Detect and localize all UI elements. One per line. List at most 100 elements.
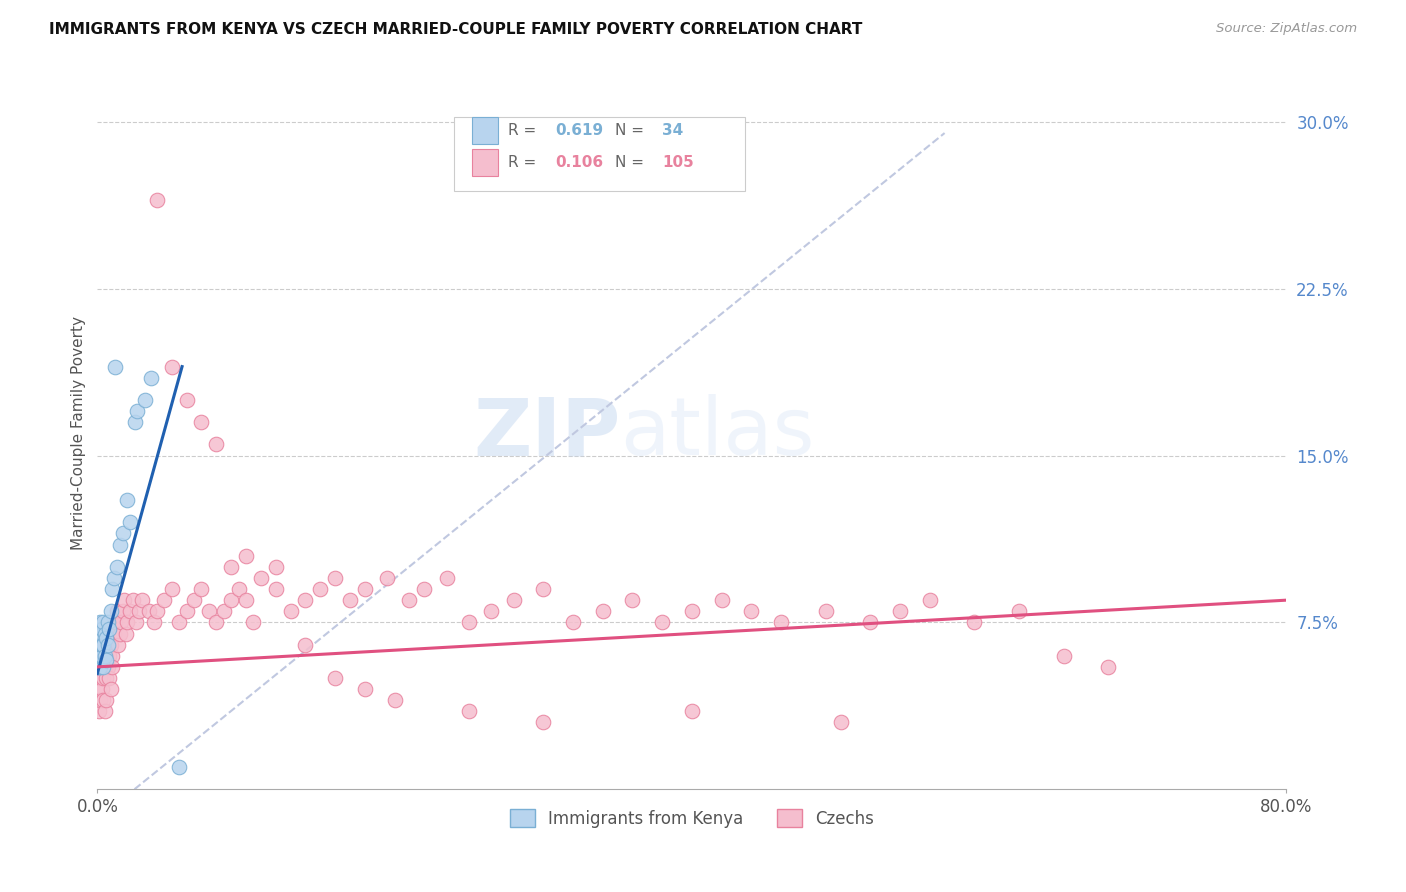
Text: ZIP: ZIP: [474, 394, 620, 473]
Point: [108, 537, 131, 551]
Point: [96, 693, 118, 707]
Point: [531, 582, 554, 596]
Text: Source: ZipAtlas.com: Source: ZipAtlas.com: [1216, 22, 1357, 36]
Point: [1008, 604, 1031, 618]
Point: [294, 638, 316, 652]
Text: IMMIGRANTS FROM KENYA VS CZECH MARRIED-COUPLE FAMILY POVERTY CORRELATION CHART: IMMIGRANTS FROM KENYA VS CZECH MARRIED-C…: [49, 22, 863, 37]
Point: [814, 604, 837, 618]
Point: [531, 715, 554, 730]
Point: [562, 615, 585, 630]
Point: [146, 604, 169, 618]
Point: [280, 604, 302, 618]
Point: [91, 660, 114, 674]
Point: [94, 626, 117, 640]
Point: [859, 615, 882, 630]
Point: [621, 593, 644, 607]
Point: [124, 415, 146, 429]
Point: [354, 582, 377, 596]
Point: [183, 593, 205, 607]
Point: [90, 660, 112, 674]
Point: [190, 415, 212, 429]
Point: [97, 615, 120, 630]
Point: [198, 604, 221, 618]
Point: [97, 638, 120, 652]
Point: [87, 660, 110, 674]
Point: [458, 704, 481, 718]
Point: [87, 638, 110, 652]
Point: [176, 604, 198, 618]
Point: [98, 671, 121, 685]
Point: [228, 582, 250, 596]
Point: [115, 493, 138, 508]
Point: [413, 582, 436, 596]
Point: [592, 604, 614, 618]
Point: [107, 638, 129, 652]
Point: [167, 760, 190, 774]
Point: [205, 615, 228, 630]
Point: [122, 593, 145, 607]
Point: [138, 604, 160, 618]
Point: [103, 571, 125, 585]
Point: [94, 648, 117, 663]
Point: [309, 582, 332, 596]
Point: [112, 593, 135, 607]
Text: R =: R =: [508, 123, 541, 138]
Point: [436, 571, 458, 585]
Point: [90, 682, 112, 697]
Point: [250, 571, 273, 585]
Point: [384, 693, 406, 707]
Point: [90, 648, 112, 663]
Point: [108, 626, 131, 640]
Point: [98, 622, 121, 636]
Text: N =: N =: [614, 123, 648, 138]
Point: [918, 593, 941, 607]
Point: [104, 359, 127, 374]
Point: [89, 693, 111, 707]
Point: [97, 638, 120, 652]
Point: [219, 593, 242, 607]
Point: [128, 604, 150, 618]
Point: [740, 604, 762, 618]
Point: [264, 582, 287, 596]
Text: 105: 105: [662, 155, 695, 170]
Text: 0.619: 0.619: [555, 123, 603, 138]
Point: [89, 626, 111, 640]
Point: [889, 604, 911, 618]
Text: N =: N =: [614, 155, 648, 170]
Point: [105, 604, 128, 618]
Text: 0.106: 0.106: [555, 155, 603, 170]
Point: [681, 604, 703, 618]
Point: [94, 660, 117, 674]
Point: [118, 516, 141, 530]
Point: [98, 648, 121, 663]
FancyBboxPatch shape: [472, 118, 498, 145]
Point: [104, 615, 127, 630]
Point: [96, 648, 118, 663]
Point: [651, 615, 673, 630]
Point: [90, 622, 112, 636]
Point: [502, 593, 524, 607]
Point: [1052, 648, 1074, 663]
Point: [91, 693, 114, 707]
Point: [1097, 660, 1119, 674]
Point: [96, 653, 118, 667]
Text: atlas: atlas: [620, 394, 815, 473]
Point: [205, 437, 228, 451]
Point: [96, 671, 118, 685]
Point: [100, 604, 122, 618]
Point: [91, 671, 114, 685]
Point: [94, 704, 117, 718]
Point: [134, 392, 156, 407]
Point: [160, 582, 183, 596]
Point: [354, 682, 377, 697]
Point: [235, 549, 257, 563]
Point: [87, 660, 110, 674]
Point: [830, 715, 852, 730]
Point: [142, 615, 165, 630]
Point: [398, 593, 420, 607]
Point: [103, 626, 125, 640]
Text: 34: 34: [662, 123, 683, 138]
Point: [89, 615, 111, 630]
Point: [323, 671, 346, 685]
Point: [94, 638, 117, 652]
